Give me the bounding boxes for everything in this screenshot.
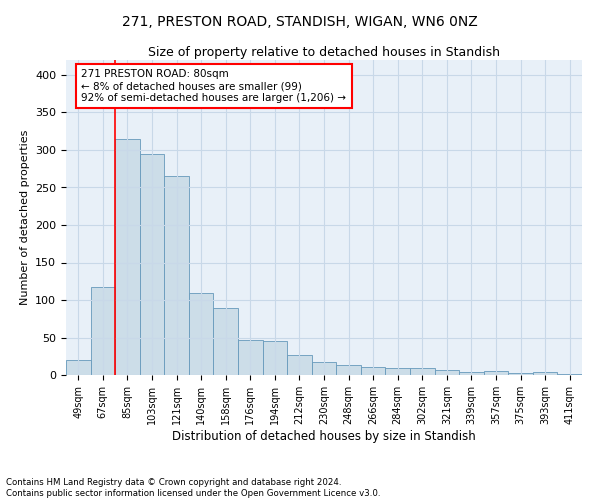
Text: Contains HM Land Registry data © Crown copyright and database right 2024.
Contai: Contains HM Land Registry data © Crown c… [6,478,380,498]
Bar [140,154,164,375]
Text: 271 PRESTON ROAD: 80sqm
← 8% of detached houses are smaller (99)
92% of semi-det: 271 PRESTON ROAD: 80sqm ← 8% of detached… [82,70,346,102]
Bar [66,360,91,375]
Bar [484,371,508,375]
Bar [410,368,434,375]
Bar [385,368,410,375]
Bar [263,341,287,375]
Bar [533,372,557,375]
Bar [361,367,385,375]
X-axis label: Distribution of detached houses by size in Standish: Distribution of detached houses by size … [172,430,476,442]
Bar [115,138,140,375]
Text: 271, PRESTON ROAD, STANDISH, WIGAN, WN6 0NZ: 271, PRESTON ROAD, STANDISH, WIGAN, WN6 … [122,15,478,29]
Bar [459,372,484,375]
Bar [508,373,533,375]
Bar [312,362,336,375]
Bar [287,355,312,375]
Bar [434,370,459,375]
Y-axis label: Number of detached properties: Number of detached properties [20,130,29,305]
Bar [164,176,189,375]
Bar [91,286,115,375]
Bar [238,340,263,375]
Title: Size of property relative to detached houses in Standish: Size of property relative to detached ho… [148,46,500,59]
Bar [557,374,582,375]
Bar [336,365,361,375]
Bar [189,292,214,375]
Bar [214,308,238,375]
